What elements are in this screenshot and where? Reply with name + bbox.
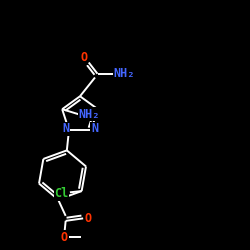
Text: N: N bbox=[91, 122, 98, 136]
Text: O: O bbox=[61, 230, 68, 243]
Text: NH₂: NH₂ bbox=[114, 67, 135, 80]
Text: Cl: Cl bbox=[54, 187, 69, 200]
Text: N: N bbox=[62, 122, 69, 136]
Text: O: O bbox=[80, 51, 87, 64]
Text: O: O bbox=[84, 212, 92, 225]
Text: NH₂: NH₂ bbox=[78, 108, 100, 121]
